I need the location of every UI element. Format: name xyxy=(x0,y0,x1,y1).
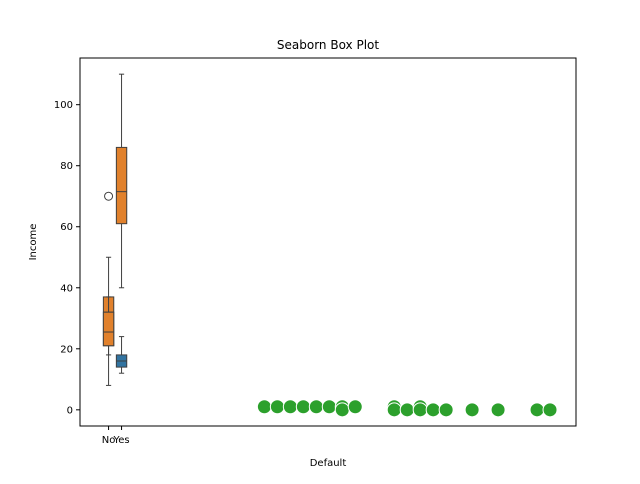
x-axis-label: Default xyxy=(310,458,347,469)
box xyxy=(102,311,115,347)
y-tick-label: 60 xyxy=(60,222,73,233)
x-tick-label: Yes xyxy=(112,435,129,446)
point xyxy=(386,402,402,418)
point xyxy=(412,402,428,418)
point xyxy=(399,402,415,418)
point xyxy=(347,399,363,415)
point xyxy=(282,399,298,415)
point xyxy=(542,402,558,418)
point xyxy=(308,399,324,415)
y-tick-label: 0 xyxy=(67,405,73,416)
point xyxy=(438,402,454,418)
point xyxy=(321,399,337,415)
point xyxy=(490,402,506,418)
point xyxy=(295,399,311,415)
axes-frame xyxy=(79,57,577,427)
box xyxy=(115,146,128,225)
y-tick-label: 40 xyxy=(60,283,73,294)
chart-title: Seaborn Box Plot xyxy=(277,38,379,52)
point xyxy=(269,399,285,415)
point xyxy=(256,399,272,415)
y-tick-label: 20 xyxy=(60,344,73,355)
flier xyxy=(104,191,114,201)
point xyxy=(464,402,480,418)
point xyxy=(334,402,350,418)
y-axis-label: Income xyxy=(28,224,39,261)
point xyxy=(425,402,441,418)
y-tick-label: 100 xyxy=(54,100,73,111)
y-tick-label: 80 xyxy=(60,161,73,172)
x-tick-label: No xyxy=(102,435,116,446)
point xyxy=(529,402,545,418)
